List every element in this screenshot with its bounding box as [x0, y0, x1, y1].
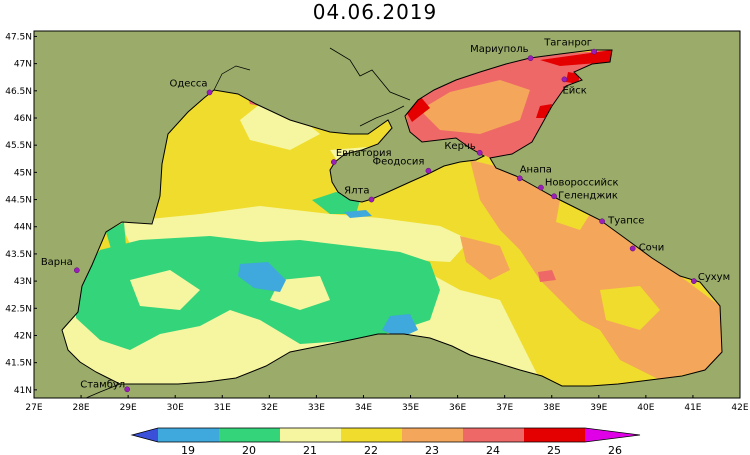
colorbar: 19 20 21 22 23 24 25 26	[130, 427, 641, 455]
city-label: Ейск	[562, 85, 586, 96]
lon-tick-label: 32E	[261, 403, 278, 413]
colorbar-swatch-22-23	[341, 428, 402, 442]
city-label: Таганрог	[543, 38, 592, 49]
city-label: Сочи	[639, 242, 665, 253]
city-label: Евпатория	[336, 148, 392, 159]
lon-tick-label: 37E	[496, 403, 513, 413]
city-marker	[368, 196, 375, 203]
colorbar-label: 20	[242, 444, 256, 455]
lat-tick-label: 42N	[14, 331, 32, 341]
city-label: Туапсе	[607, 215, 644, 226]
lon-tick-label: 36E	[449, 403, 466, 413]
city-label: Мариуполь	[470, 44, 529, 55]
city-label: Ялта	[344, 186, 369, 197]
lon-tick-label: 35E	[402, 403, 419, 413]
city-marker	[527, 55, 534, 62]
colorbar-label: 22	[364, 444, 378, 455]
lon-tick-label: 28E	[72, 403, 89, 413]
colorbar-label: 23	[425, 444, 439, 455]
lon-tick-label: 33E	[308, 403, 325, 413]
lat-tick-label: 45N	[14, 168, 32, 178]
lat-tick-label: 45.5N	[5, 141, 32, 151]
lat-tick-label: 41.5N	[5, 359, 32, 369]
city-marker	[516, 175, 523, 182]
lon-tick-label: 29E	[120, 403, 137, 413]
lon-tick-label: 30E	[167, 403, 184, 413]
axis-ticks: 27E 28E 29E 30E 31E 32E 33E 34E 35E 36E 37E 38E 39E 4…	[5, 32, 749, 413]
city-marker	[591, 48, 597, 55]
lon-tick-label: 31E	[214, 403, 231, 413]
city-marker	[691, 278, 697, 284]
city-marker	[206, 89, 213, 96]
city-marker	[73, 267, 80, 274]
city-marker	[561, 76, 568, 83]
colorbar-label: 25	[547, 444, 561, 455]
colorbar-swatch-20-21	[219, 428, 280, 442]
city-marker	[425, 167, 432, 174]
lon-tick-label: 41E	[684, 403, 701, 413]
lat-tick-label: 46.5N	[5, 87, 32, 97]
city-label: Стамбул	[80, 379, 125, 390]
city-marker	[599, 218, 605, 225]
city-marker	[629, 245, 636, 252]
plot-frame	[33, 30, 741, 399]
river-dniester	[213, 65, 251, 91]
lat-tick-label: 44.5N	[5, 196, 32, 206]
city-marker	[551, 193, 557, 200]
lon-tick-label: 38E	[543, 403, 560, 413]
city-marker	[330, 159, 337, 165]
lon-tick-label: 42E	[731, 403, 748, 413]
lon-tick-label: 40E	[637, 403, 654, 413]
colorbar-swatch-21-22	[280, 428, 341, 442]
city-markers: Одесса Мариуполь Таганрог Ейск ЕвпаторияФеод…	[41, 38, 730, 393]
city-label: Новороссийск	[545, 178, 619, 189]
colorbar-label: 26	[608, 444, 622, 455]
colorbar-label: 21	[303, 444, 317, 455]
river-dnieper	[329, 47, 411, 101]
lat-tick-label: 41N	[14, 386, 32, 396]
lat-tick-label: 43.5N	[5, 250, 32, 260]
lat-tick-label: 44N	[14, 223, 32, 233]
city-marker	[538, 184, 544, 191]
city-label: Сухум	[698, 272, 730, 283]
city-label: Анапа	[520, 164, 552, 175]
colorbar-label: 24	[486, 444, 500, 455]
city-marker	[476, 149, 483, 156]
colorbar-swatch-gt26	[585, 428, 640, 442]
city-label: Феодосия	[372, 157, 424, 168]
sivash	[359, 105, 405, 127]
lon-tick-label: 34E	[355, 403, 372, 413]
map-title: 04.06.2019	[312, 0, 438, 24]
colorbar-swatch-24-25	[463, 428, 524, 442]
lat-tick-label: 46N	[14, 114, 32, 124]
city-label: Геленджик	[558, 190, 618, 201]
lon-tick-label: 39E	[590, 403, 607, 413]
colorbar-swatch-lt19	[132, 428, 158, 442]
colorbar-swatch-19-20	[158, 428, 219, 442]
colorbar-label: 19	[181, 444, 195, 455]
city-marker	[124, 386, 131, 393]
bosphorus	[85, 383, 121, 399]
lon-tick-label: 27E	[25, 403, 42, 413]
coastline	[61, 49, 723, 387]
city-label: Варна	[41, 257, 73, 268]
colorbar-swatch-23-24	[402, 428, 463, 442]
lat-tick-label: 47.5N	[5, 32, 32, 42]
colorbar-swatch-25-26	[524, 428, 585, 442]
city-label: Керчь	[444, 141, 476, 152]
lat-tick-label: 43N	[14, 277, 32, 287]
lat-tick-label: 47N	[14, 60, 32, 70]
lat-tick-label: 42.5N	[5, 304, 32, 314]
city-label: Одесса	[169, 78, 207, 89]
